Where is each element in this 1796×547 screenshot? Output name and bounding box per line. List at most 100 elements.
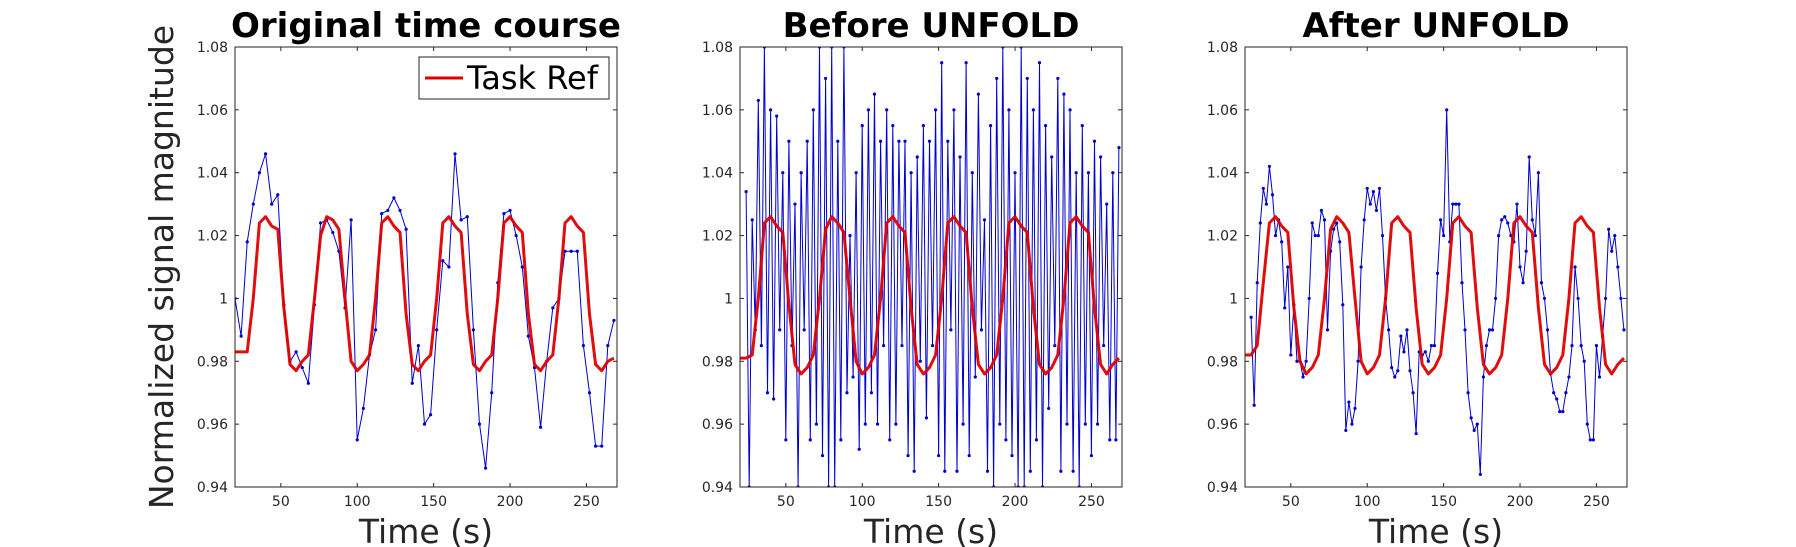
signal-point <box>1025 76 1029 81</box>
plot-frame <box>739 46 1123 488</box>
signal-point <box>1316 233 1320 238</box>
signal-point <box>1053 343 1057 348</box>
signal-point <box>1102 343 1106 348</box>
x-tick-label: 50 <box>272 494 290 510</box>
signal-point <box>888 438 892 442</box>
signal-point <box>768 108 773 112</box>
signal-point <box>1289 353 1293 357</box>
signal-point <box>1319 208 1323 213</box>
signal-point <box>465 215 469 219</box>
signal-point <box>1454 202 1458 206</box>
signal-point <box>781 171 785 175</box>
signal-point <box>1322 218 1327 222</box>
series-layer <box>740 47 1121 487</box>
signal-point <box>1013 171 1017 175</box>
signal-point <box>1071 469 1075 473</box>
legend: Task Ref <box>418 56 610 100</box>
y-tick-label: 1.08 <box>197 40 228 56</box>
signal-point <box>1310 221 1314 225</box>
signal-point <box>912 469 916 473</box>
signal-point <box>1034 438 1039 442</box>
y-tick-label: 0.98 <box>702 354 733 370</box>
signal-point <box>1604 296 1608 301</box>
signal-point <box>1518 265 1522 269</box>
signal-point <box>1490 328 1495 332</box>
signal-point <box>1591 438 1595 442</box>
signal-point <box>1405 328 1409 332</box>
signal-point <box>1545 328 1550 332</box>
signal-point <box>1365 186 1369 191</box>
x-tick-label: 200 <box>497 494 524 510</box>
signal-point <box>1503 215 1507 219</box>
signal-point <box>1481 375 1485 379</box>
x-tick-label: 100 <box>849 494 876 510</box>
signal-point <box>1047 406 1051 411</box>
tick-labels: 50 100 150 200 250 0.94 0.96 0.98 1 1.02 1.04 1.06 1… <box>197 40 600 510</box>
signal-point <box>1371 189 1375 194</box>
signal-point <box>946 139 950 143</box>
signal-point <box>514 233 518 238</box>
signal-point <box>1438 218 1443 222</box>
signal-point <box>1542 296 1547 301</box>
signal-point <box>294 350 298 354</box>
signal-point <box>1332 227 1336 231</box>
signal-point <box>508 208 512 213</box>
y-tick-label: 0.94 <box>702 480 733 496</box>
y-tick-label: 1.08 <box>702 40 733 56</box>
signal-point <box>1500 218 1504 222</box>
signal-point <box>300 365 304 370</box>
signal-point <box>1353 406 1357 411</box>
signal-point <box>1270 193 1275 197</box>
signal-point <box>1408 369 1412 373</box>
signal-point <box>1111 171 1115 175</box>
signal-point <box>612 318 616 323</box>
signal-point <box>1506 221 1510 225</box>
signal-point <box>979 328 984 332</box>
signal-point <box>569 249 573 253</box>
signal-point <box>949 328 953 332</box>
plot-frame <box>1244 46 1628 488</box>
signal-point <box>787 139 791 143</box>
signal-point <box>985 469 990 473</box>
signal-point <box>952 108 956 112</box>
signal-point <box>872 92 877 96</box>
x-axis-label: Time (s) <box>863 512 998 547</box>
y-tick-label: 1 <box>219 291 228 307</box>
series-layer <box>1245 108 1626 477</box>
signal-point <box>1280 240 1284 244</box>
signal-point <box>1108 438 1112 442</box>
y-tick-label: 0.98 <box>197 354 228 370</box>
signal-point <box>970 171 974 175</box>
signal-point <box>276 193 280 197</box>
x-tick-label: 50 <box>777 494 795 510</box>
signal-point <box>435 328 439 332</box>
signal-point <box>875 422 880 426</box>
signal-point <box>930 343 935 348</box>
signal-point <box>955 469 959 473</box>
signal-point <box>1092 139 1097 143</box>
signal-point <box>526 334 530 338</box>
signal-point <box>878 139 883 143</box>
signal-point <box>808 438 812 442</box>
signal-point <box>885 108 889 112</box>
signal-point <box>1065 422 1069 426</box>
signal-point <box>386 208 390 213</box>
signal-point <box>1374 208 1379 213</box>
signal-point <box>860 123 864 128</box>
y-tick-label: 0.94 <box>197 480 228 496</box>
chart-title: After UNFOLD <box>1302 6 1569 46</box>
signal-point <box>1463 328 1467 332</box>
signal-point <box>891 123 895 128</box>
y-tick-label: 0.96 <box>197 417 228 433</box>
signal-point <box>1359 265 1363 269</box>
signal-point <box>1377 186 1382 191</box>
plot-frame <box>234 46 618 488</box>
y-tick-label: 1.02 <box>702 229 733 245</box>
signal-point <box>1469 416 1473 420</box>
signal-point <box>1497 233 1501 238</box>
signal-point <box>1402 350 1406 354</box>
signal-point <box>814 422 818 426</box>
signal-point <box>270 202 274 206</box>
signal-point <box>245 240 249 244</box>
x-tick-label: 100 <box>1354 494 1381 510</box>
